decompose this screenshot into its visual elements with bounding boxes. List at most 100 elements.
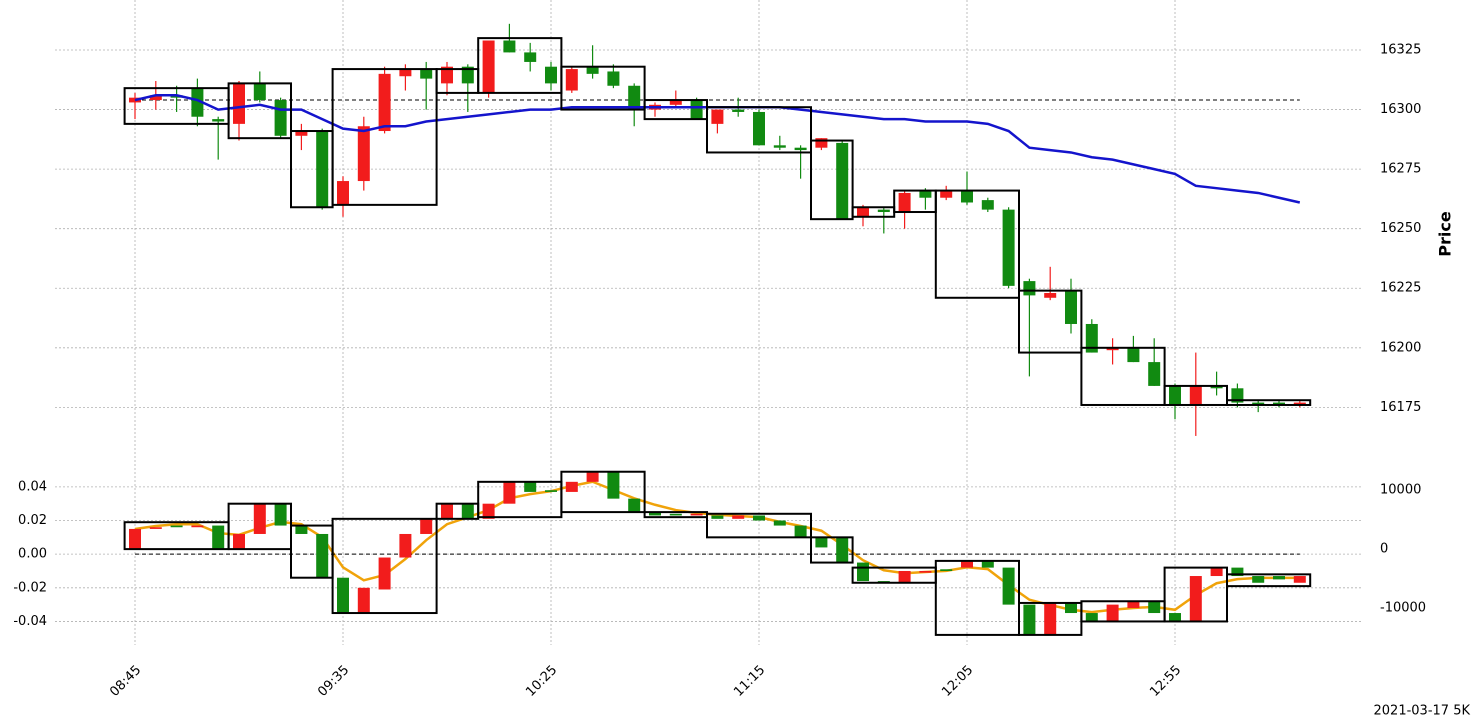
y-tick-label: 16225 (1380, 281, 1421, 296)
candle-body (711, 109, 724, 124)
candle-body (482, 503, 495, 519)
candle-body (753, 111, 765, 146)
candle-body (1189, 576, 1202, 622)
range-box (331, 68, 438, 206)
footnote: 2021-03-17 5K (1374, 704, 1471, 719)
candle-body (191, 88, 204, 117)
y-tick-label: 16325 (1380, 43, 1421, 58)
candle-body (711, 515, 724, 519)
candle-body (337, 577, 349, 614)
range-box (1080, 346, 1166, 406)
candle-body (836, 537, 849, 563)
candle-body (503, 481, 516, 504)
candle-body (669, 100, 682, 105)
candle-body (253, 83, 266, 101)
candle-body (399, 533, 412, 558)
candle-body (420, 69, 433, 79)
candle-body (857, 207, 869, 217)
y2-tick-label: 10000 (1380, 483, 1421, 498)
candle-body (898, 570, 911, 583)
candle-body (1293, 402, 1306, 405)
range-box (706, 106, 812, 154)
candle-body (1002, 209, 1015, 286)
candle-body (690, 100, 703, 120)
range-box (810, 139, 854, 221)
candle-body (794, 147, 807, 151)
candle-body (357, 587, 370, 614)
candle-body (1085, 323, 1098, 353)
candle-body (1273, 576, 1285, 580)
candle-body (898, 192, 911, 213)
candle-body (1169, 613, 1181, 622)
candle-body (961, 190, 973, 203)
candle-body (1127, 601, 1140, 608)
range-box (1163, 566, 1228, 623)
y2-tick-label: 0 (1380, 542, 1388, 557)
candle-body (524, 481, 537, 492)
candle-body (794, 525, 807, 538)
candle-body (170, 525, 183, 528)
candle-body (1148, 362, 1161, 386)
candle-body (129, 528, 141, 550)
candle-body (1065, 602, 1077, 614)
candle-body (732, 109, 745, 112)
candle-body (1148, 601, 1161, 614)
y-tick-label: 16200 (1380, 340, 1421, 355)
candle-body (316, 533, 329, 578)
y-tick-label: -0.02 (13, 580, 47, 595)
candle-body (607, 71, 620, 86)
candle-body (295, 525, 308, 534)
candle-body (981, 560, 994, 568)
candle-body (482, 40, 495, 93)
range-box (560, 65, 646, 111)
candle-body (1044, 293, 1057, 298)
candle-body (877, 209, 890, 213)
candle-body (149, 527, 162, 529)
x-tick-label: 12:55 (1147, 663, 1184, 700)
candle-body (1169, 385, 1181, 405)
candle-body (773, 145, 786, 148)
candle-body (586, 471, 599, 482)
candle-body (524, 52, 537, 62)
range-box (706, 512, 812, 539)
candle-body (441, 503, 453, 519)
candle-body (545, 490, 557, 492)
range-box (1226, 573, 1312, 588)
range-box (331, 517, 438, 615)
candle-body (815, 537, 828, 548)
y-tick-label: 16300 (1380, 102, 1421, 117)
range-box (1226, 399, 1312, 406)
indicator-line (134, 480, 1300, 614)
candle-body (1231, 567, 1244, 577)
range-box (934, 189, 1020, 299)
y-tick-label: 16250 (1380, 221, 1421, 236)
y-tick-label: 16275 (1380, 162, 1421, 177)
y-tick-label: 0.00 (18, 547, 47, 562)
range-box (1163, 384, 1228, 406)
candle-body (316, 131, 329, 208)
candle-body (1252, 402, 1265, 405)
x-tick-label: 10:25 (523, 663, 560, 700)
candle-body (274, 100, 287, 136)
candle-body (649, 512, 661, 516)
candle-body (274, 503, 287, 526)
candle-body (857, 562, 869, 582)
candle-body (940, 569, 953, 571)
candle-body (1023, 281, 1036, 296)
candle-body (732, 515, 745, 519)
x-tick-label: 11:15 (731, 663, 768, 700)
candle-body (836, 142, 849, 220)
candle-body (545, 66, 557, 84)
candle-body (1106, 604, 1119, 622)
candle-body (420, 518, 433, 534)
range-box (934, 559, 1020, 636)
candle-body (628, 85, 641, 110)
candle-body (1065, 290, 1077, 324)
range-box (1018, 289, 1083, 354)
candle-body (233, 533, 245, 550)
y2-tick-label: -10000 (1380, 601, 1426, 616)
y-axis-label: Price (1436, 211, 1455, 257)
candle-body (253, 503, 266, 534)
candle-body (191, 525, 204, 528)
